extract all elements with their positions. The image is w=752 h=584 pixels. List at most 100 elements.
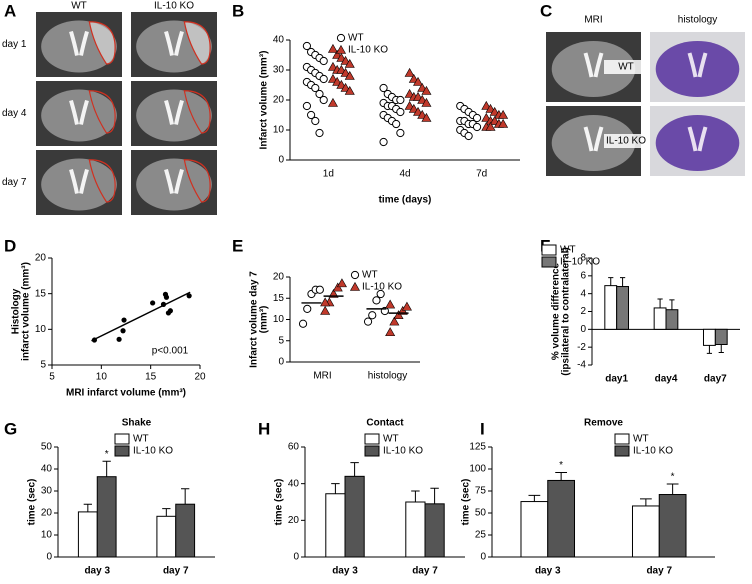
data-point (302, 101, 311, 111)
data-point (379, 83, 388, 93)
data-point (385, 299, 396, 309)
fit-line (91, 291, 191, 342)
data-point (485, 121, 496, 131)
error-bar (666, 483, 679, 495)
error-bar (706, 345, 713, 354)
row-label: IL-10 KO (606, 136, 646, 147)
y-tick-label: 60 (288, 442, 300, 453)
x-tick-label: histology (368, 371, 407, 382)
x-tick-label: 7d (476, 169, 487, 180)
data-point (344, 70, 355, 80)
legend-swatch (114, 433, 130, 445)
y-tick-label: 75 (475, 486, 487, 497)
x-axis-label: MRI infarct volume (mm³) (66, 388, 186, 399)
data-point (376, 289, 385, 299)
data-point (404, 67, 415, 77)
data-point (472, 113, 482, 123)
panel-letter: C (540, 1, 552, 20)
y-axis-label: Infarct volume (mm³) (259, 51, 270, 150)
legend-swatch (114, 445, 130, 457)
legend-label: IL-10 KO (383, 446, 423, 457)
y-tick-label: 0 (46, 552, 52, 563)
data-point (167, 308, 173, 314)
bar (96, 476, 117, 558)
legend-label: WT (133, 434, 149, 445)
legend-swatch (541, 256, 557, 268)
bar (665, 309, 679, 330)
y-tick-label: 0 (580, 324, 586, 335)
data-point (320, 305, 331, 315)
data-point (401, 301, 412, 311)
legend-swatch (541, 244, 557, 256)
legend-swatch (364, 445, 380, 457)
y-tick-label: -2 (577, 342, 586, 353)
y-tick-label: 40 (288, 478, 300, 489)
image-brain (551, 115, 636, 171)
x-tick-label: 10 (96, 372, 108, 383)
image-ventricle (687, 52, 708, 78)
y-tick-label: 40 (273, 35, 285, 46)
data-point (392, 119, 401, 129)
legend-label: IL-10 KO (133, 446, 173, 457)
bar (714, 328, 728, 345)
legend-label: WT (348, 33, 364, 44)
significance: * (559, 460, 563, 471)
data-point (186, 293, 192, 299)
y-tick-label: 20 (41, 508, 53, 519)
panel-letter: A (4, 1, 16, 20)
legend-label: IL-10 KO (362, 282, 402, 293)
y-tick-label: 20 (35, 253, 47, 264)
data-point (344, 85, 355, 95)
data-point (315, 89, 324, 99)
bar (405, 501, 426, 558)
data-point (327, 97, 338, 107)
panel-letter: I (480, 419, 485, 438)
data-point (319, 74, 328, 84)
error-bar (669, 299, 675, 310)
legend-swatch (614, 445, 630, 457)
bar (156, 515, 177, 558)
legend-swatch (364, 433, 380, 445)
x-tick-label: day1 (605, 374, 628, 385)
image-brain (41, 158, 117, 211)
legend-label: WT (362, 270, 378, 281)
y-tick-label: 20 (273, 272, 285, 283)
y-tick-label: 15 (273, 293, 285, 304)
chart-title: Contact (366, 418, 404, 429)
error-bar (528, 494, 541, 502)
y-tick-label: 10 (41, 530, 53, 541)
error-bar (619, 277, 626, 287)
data-point (302, 41, 311, 51)
row-label-bg (604, 134, 648, 148)
data-point (315, 128, 324, 138)
y-axis-label: (mm³) (259, 306, 270, 334)
x-tick-label: day 7 (412, 566, 438, 577)
data-point (344, 58, 355, 68)
data-point (379, 137, 388, 147)
data-point (368, 311, 377, 320)
data-point (91, 337, 98, 343)
data-point (336, 278, 347, 288)
y-tick-label: 30 (41, 486, 53, 497)
error-bar (162, 508, 171, 517)
column-label: histology (678, 15, 717, 26)
image-lesion (183, 21, 211, 65)
error-bar (102, 460, 111, 477)
x-tick-label: 15 (145, 372, 157, 383)
y-tick-label: 20 (288, 515, 300, 526)
bar (77, 511, 98, 558)
bar (547, 479, 576, 558)
image-brain (136, 158, 212, 211)
y-tick-label: 50 (41, 442, 53, 453)
data-point (298, 319, 308, 328)
x-tick-label: day 3 (535, 566, 561, 577)
legend-label: WT (383, 434, 399, 445)
data-point (319, 95, 328, 105)
data-point (311, 116, 320, 126)
y-tick-label: 6 (580, 270, 586, 281)
data-point (319, 56, 328, 66)
y-tick-label: 4 (580, 288, 586, 299)
y-axis-label: % volume difference (551, 262, 562, 360)
image-brain (551, 41, 636, 97)
